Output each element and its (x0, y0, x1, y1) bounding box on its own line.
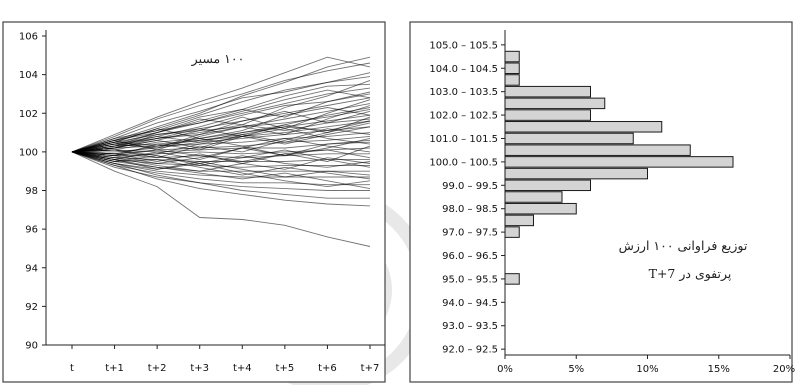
histogram-bar (504, 156, 734, 168)
simulated-path (71, 151, 371, 247)
paths-x-tick-label: t+7 (361, 363, 380, 374)
paths-x-tick-label: t+2 (148, 363, 167, 374)
paths-y-tick-label: 90 (25, 341, 38, 352)
histogram-category-label: 103.0 – 103.5 (429, 87, 498, 98)
histogram-bar (504, 273, 520, 285)
histogram-category-label: 92.0 – 92.5 (442, 345, 498, 356)
simulated-path (71, 151, 371, 168)
simulated-path (71, 99, 371, 153)
histogram-bar (504, 74, 520, 86)
histogram-category-label: 100.0 – 100.5 (429, 157, 498, 168)
simulated-path (71, 137, 371, 157)
histogram-bar (504, 50, 520, 63)
paths-annotation: ۱۰۰ مسیر (191, 51, 245, 67)
simulated-path (71, 149, 371, 168)
simulated-path (71, 97, 371, 153)
paths-x-tick-label: t+1 (105, 363, 124, 374)
simulated-path (71, 56, 371, 153)
paths-y-tick-label: 96 (25, 225, 38, 236)
simulated-path (71, 91, 371, 153)
histogram-bar (504, 214, 534, 227)
histogram-category-label: 98.0 – 98.5 (442, 204, 498, 215)
simulated-path (71, 151, 371, 178)
histogram-x-tick-label: 5% (568, 364, 584, 375)
histogram-x-tick-label: 15% (708, 364, 730, 375)
simulated-path (71, 151, 370, 199)
paths-x-tick-label: t (70, 363, 74, 374)
simulated-path (71, 151, 371, 207)
paths-y-ticks: 90 92 94 96 98 100 102 104 106 (19, 32, 46, 352)
histogram-chart-frame (409, 21, 793, 383)
histogram-bar (504, 132, 634, 145)
histogram-category-label: 101.0 – 101.5 (429, 134, 498, 145)
histogram-x-tick-label: 10% (636, 364, 658, 375)
simulated-path (71, 151, 370, 191)
simulated-path (71, 151, 370, 186)
histogram-bar (504, 191, 563, 203)
paths-y-tick-label: 106 (19, 32, 38, 43)
histogram-x-ticks: 0% 5% 10% 15% 20% (497, 355, 795, 375)
paths-x-tick-label: t+3 (190, 363, 209, 374)
histogram-category-label: 99.0 – 99.5 (442, 181, 498, 192)
histogram-bar (504, 202, 577, 215)
histogram-category-label: 104.0 – 104.5 (429, 64, 498, 75)
histogram-annotation-line1: توزیع فراوانی ۱۰۰ ارزش (619, 238, 748, 254)
paths-x-tick-label: t+4 (233, 363, 252, 374)
histogram-annotation-line2: پرتفوی در T+7 (649, 266, 732, 282)
paths-chart-frame (2, 21, 386, 383)
histogram-category-label: 93.0 – 93.5 (442, 321, 498, 332)
simulated-path (71, 118, 371, 153)
simulated-path (71, 120, 371, 153)
paths-y-tick-label: 102 (19, 109, 38, 120)
paths-x-tick-label: t+5 (276, 363, 295, 374)
histogram-bar (504, 121, 663, 133)
histogram-chart: 105.0 – 105.5 104.0 – 104.5 103.0 – 103.5 1… (409, 21, 795, 383)
histogram-category-label: 96.0 – 96.5 (442, 251, 498, 262)
paths-y-tick-label: 92 (25, 302, 38, 313)
histogram-category-label: 97.0 – 97.5 (442, 228, 498, 239)
simulated-path (71, 126, 371, 153)
histogram-x-tick-label: 0% (497, 364, 513, 375)
histogram-bar (504, 144, 691, 156)
simulated-path (71, 149, 371, 162)
simulated-path (71, 128, 371, 159)
simulated-path (71, 151, 371, 172)
histogram-bars (504, 50, 734, 285)
paths-x-ticks: t t+1 t+2 t+3 t+4 t+5 t+6 t+7 (70, 345, 379, 374)
histogram-category-label: 105.0 – 105.5 (429, 40, 498, 51)
histogram-bar (504, 167, 648, 180)
simulated-path (71, 107, 371, 153)
histogram-bar (504, 179, 591, 192)
simulated-path (71, 76, 371, 153)
simulated-path (71, 62, 371, 153)
paths-y-tick-label: 100 (19, 147, 38, 158)
histogram-bar (504, 85, 591, 98)
histogram-bar (504, 97, 606, 110)
histogram-category-label: 95.0 – 95.5 (442, 274, 498, 285)
histogram-category-labels: 105.0 – 105.5 104.0 – 104.5 103.0 – 103.5 1… (429, 40, 505, 356)
paths-y-tick-label: 94 (25, 263, 38, 274)
histogram-bar (504, 226, 520, 238)
simulated-path (71, 105, 371, 153)
simulated-path (71, 116, 371, 157)
paths-y-tick-label: 98 (25, 186, 38, 197)
paths-series-group (71, 56, 371, 247)
simulated-path (71, 135, 371, 155)
paths-y-tick-label: 104 (19, 70, 38, 81)
histogram-category-label: 102.0 – 102.5 (429, 111, 498, 122)
histogram-bar (504, 109, 591, 121)
histogram-category-label: 94.0 – 94.5 (442, 298, 498, 309)
simulated-path (71, 89, 371, 153)
histogram-bar (504, 62, 520, 75)
histogram-x-tick-label: 20% (773, 364, 795, 375)
simulated-path (71, 79, 371, 153)
simulated-path (71, 139, 371, 161)
paths-x-tick-label: t+6 (318, 363, 337, 374)
